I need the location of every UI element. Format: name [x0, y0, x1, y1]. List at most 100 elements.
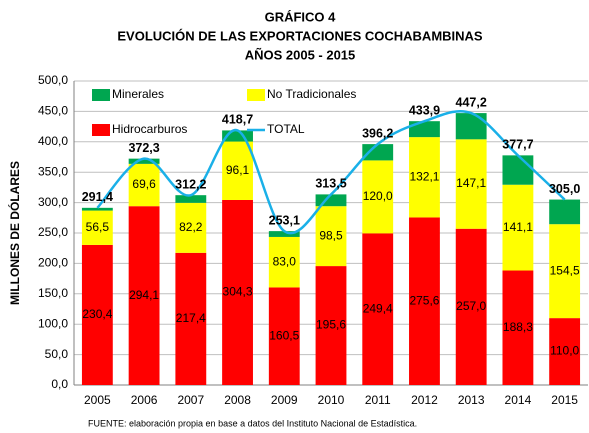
y-axis-label: MILLONES DE DÓLARES	[7, 161, 22, 305]
bar-segment	[549, 318, 581, 385]
bar-segment	[268, 287, 300, 385]
data-label: 257,0	[456, 299, 486, 313]
y-tick-label: 150,0	[38, 286, 68, 300]
total-label: 418,7	[222, 113, 253, 127]
y-tick-label: 450,0	[38, 104, 68, 118]
bar-segment	[81, 210, 113, 245]
legend-label: Minerales	[112, 87, 164, 101]
data-label: 188,3	[503, 320, 533, 334]
bar-segment	[455, 139, 487, 229]
x-tick-label: 2005	[84, 393, 111, 407]
bar-segment	[222, 130, 253, 142]
legend-swatch	[247, 89, 265, 101]
data-label: 96,1	[226, 163, 250, 177]
bar-segment	[409, 217, 440, 385]
bar-segment	[175, 195, 207, 203]
legend-label: No Tradicionales	[267, 87, 356, 101]
bar-segment	[409, 121, 440, 138]
total-label: 396,2	[362, 126, 393, 140]
bar-segment	[81, 207, 113, 211]
legend-swatch	[92, 89, 110, 101]
bar-segment	[502, 270, 534, 385]
bar-segment	[128, 163, 160, 207]
bar-segment	[315, 266, 347, 385]
total-line	[96, 109, 566, 235]
total-label: 305,0	[549, 182, 580, 196]
bar-segment	[315, 194, 347, 207]
data-label: 217,4	[176, 311, 206, 325]
data-label: 141,1	[503, 220, 533, 234]
x-tick-label: 2010	[318, 393, 345, 407]
y-tick-label: 300,0	[38, 195, 68, 209]
data-label: 147,1	[456, 176, 486, 190]
data-label: 83,0	[273, 254, 297, 268]
y-tick-label: 250,0	[38, 225, 68, 239]
data-label: 304,3	[223, 285, 253, 299]
source-note: FUENTE: elaboración propia en base a dat…	[88, 418, 417, 428]
bar-segment	[409, 137, 440, 218]
bar-segment	[362, 160, 394, 234]
y-tick-label: 0,0	[51, 377, 68, 391]
bar-segment	[268, 231, 300, 237]
bar-segment	[549, 199, 581, 225]
total-label: 372,3	[128, 141, 159, 155]
total-label: 291,4	[82, 190, 113, 204]
x-tick-label: 2011	[365, 393, 391, 407]
chart-title: GRÁFICO 4	[265, 9, 337, 24]
x-tick-label: 2014	[505, 393, 532, 407]
bar-segment	[128, 158, 160, 164]
bar-segment	[502, 155, 534, 185]
total-label: 253,1	[269, 213, 300, 227]
y-tick-label: 50,0	[45, 347, 69, 361]
total-label: 313,5	[315, 177, 346, 191]
data-label: 230,4	[82, 307, 112, 321]
bar-segment	[362, 233, 394, 385]
bar-segment	[502, 184, 534, 271]
bar-segment	[549, 224, 581, 319]
x-tick-label: 2009	[271, 393, 298, 407]
data-label: 120,0	[363, 189, 393, 203]
data-label: 195,6	[316, 318, 346, 332]
chart-title: AÑOS 2005 - 2015	[245, 47, 356, 62]
x-tick-label: 2012	[411, 393, 438, 407]
data-label: 160,5	[269, 328, 299, 342]
legend-swatch	[92, 124, 110, 136]
bar-segment	[455, 113, 487, 140]
y-tick-label: 350,0	[38, 164, 68, 178]
data-label: 132,1	[409, 169, 439, 183]
bar-segment	[128, 206, 160, 385]
bar-segment	[222, 199, 253, 385]
chart-title: EVOLUCIÓN DE LAS EXPORTACIONES COCHABAMB…	[117, 28, 483, 43]
x-tick-label: 2007	[177, 393, 204, 407]
total-label: 312,2	[175, 177, 206, 191]
bar-segment	[175, 202, 207, 253]
x-tick-label: 2013	[458, 393, 485, 407]
data-label: 294,1	[129, 288, 159, 302]
x-tick-label: 2006	[131, 393, 158, 407]
data-label: 98,5	[319, 228, 343, 242]
data-label: 275,6	[409, 293, 439, 307]
y-tick-label: 200,0	[38, 256, 68, 270]
data-label: 69,6	[132, 177, 156, 191]
bar-segment	[362, 144, 394, 161]
data-label: 249,4	[363, 301, 393, 315]
x-tick-label: 2015	[551, 393, 578, 407]
total-label: 433,9	[409, 103, 440, 117]
x-tick-label: 2008	[224, 393, 251, 407]
bar-segment	[315, 206, 347, 267]
bar-segment	[222, 141, 253, 200]
y-tick-label: 100,0	[38, 316, 68, 330]
total-label: 447,2	[456, 95, 487, 109]
data-label: 56,5	[86, 220, 110, 234]
legend-label: Hidrocarburos	[112, 122, 187, 136]
legend-label: TOTAL	[267, 122, 305, 136]
data-label: 82,2	[179, 220, 203, 234]
y-tick-label: 400,0	[38, 134, 68, 148]
data-label: 110,0	[550, 344, 579, 358]
y-tick-label: 500,0	[38, 73, 68, 87]
data-label: 154,5	[550, 263, 580, 277]
bar-segment	[268, 236, 300, 288]
total-label: 377,7	[502, 138, 533, 152]
bar-segment	[81, 244, 113, 385]
